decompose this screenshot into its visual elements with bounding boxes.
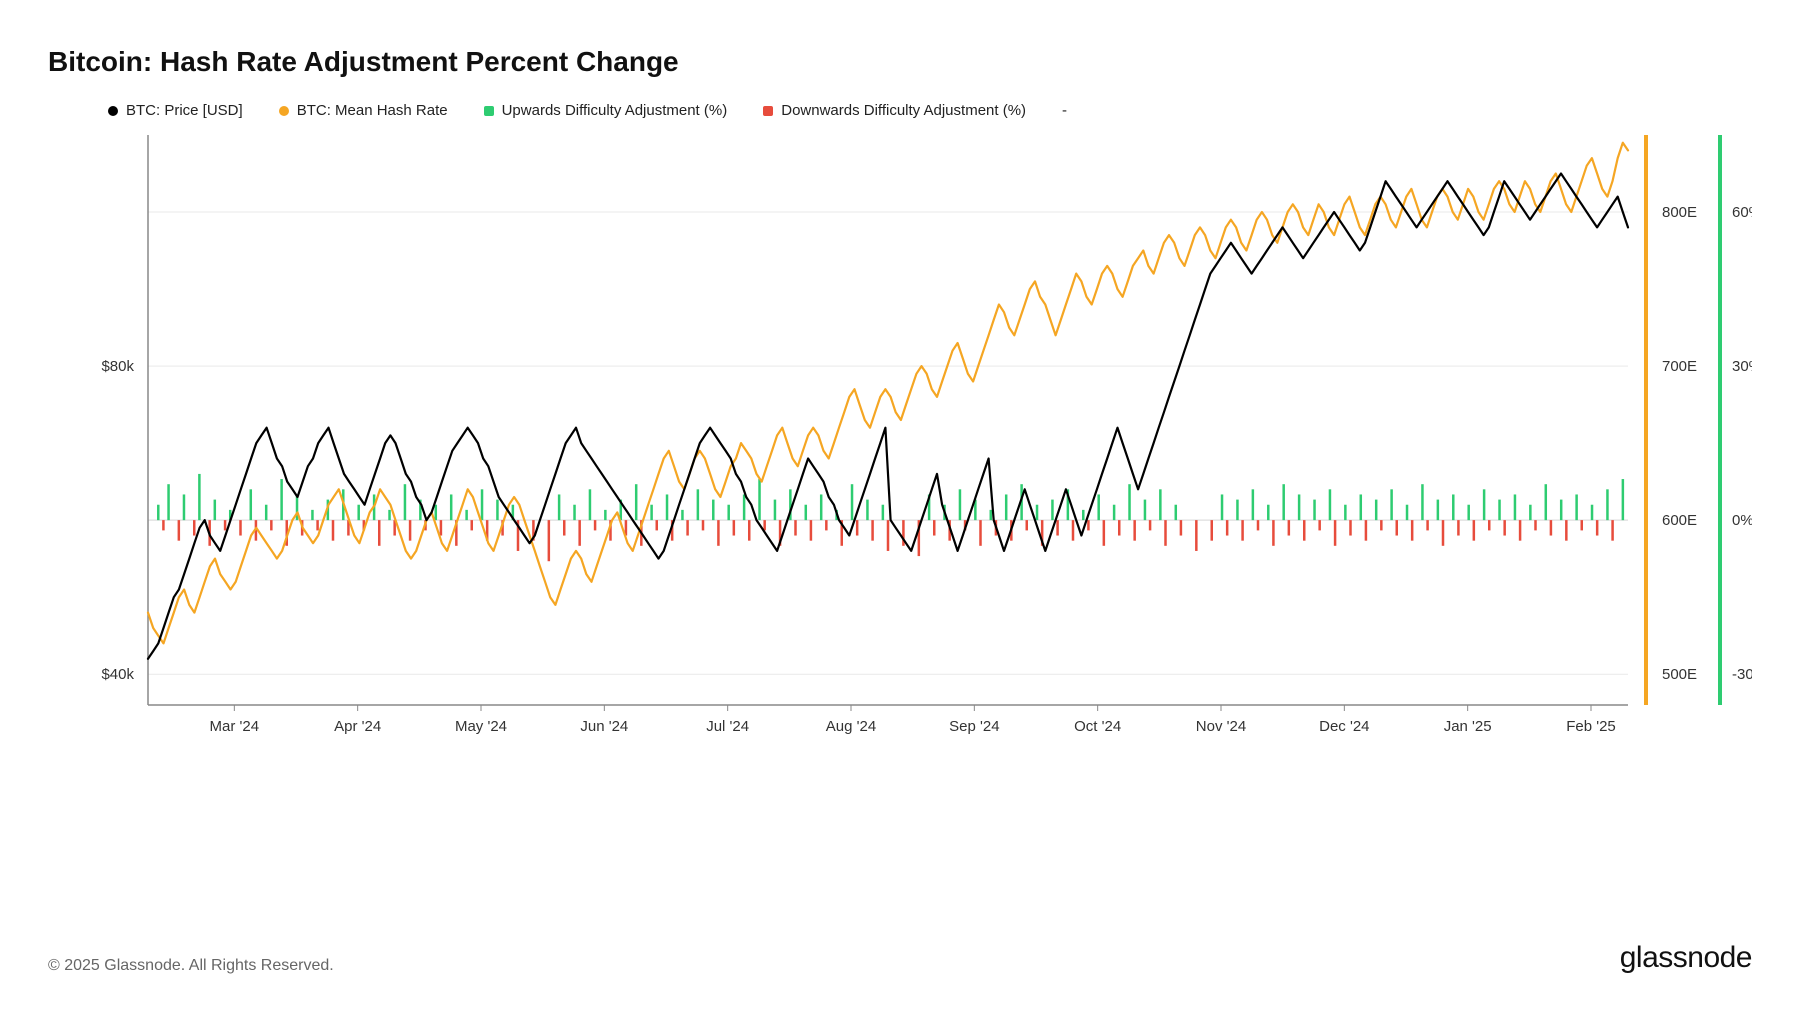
legend-swatch: [108, 106, 118, 116]
svg-text:Jan '25: Jan '25: [1444, 718, 1492, 735]
legend-label: BTC: Mean Hash Rate: [297, 102, 448, 119]
svg-text:60%: 60%: [1732, 204, 1752, 221]
svg-text:0%: 0%: [1732, 512, 1752, 529]
svg-text:Mar '24: Mar '24: [210, 718, 260, 735]
legend-item: BTC: Mean Hash Rate: [279, 102, 448, 119]
footer: © 2025 Glassnode. All Rights Reserved. g…: [48, 941, 1752, 975]
svg-text:600E: 600E: [1662, 512, 1697, 529]
svg-text:Jun '24: Jun '24: [580, 718, 628, 735]
svg-text:Nov '24: Nov '24: [1196, 718, 1246, 735]
legend-swatch: [279, 106, 289, 116]
legend-swatch: [763, 106, 773, 116]
svg-text:May '24: May '24: [455, 718, 507, 735]
page: Bitcoin: Hash Rate Adjustment Percent Ch…: [0, 0, 1800, 1013]
legend-item: BTC: Price [USD]: [108, 102, 243, 119]
legend-item: -: [1062, 102, 1067, 119]
svg-text:Dec '24: Dec '24: [1319, 718, 1369, 735]
legend-label: Downwards Difficulty Adjustment (%): [781, 102, 1026, 119]
svg-text:Jul '24: Jul '24: [706, 718, 749, 735]
chart-container: $40k $80k 500E 600E 700E 800E -30% 0% 30% 60% Mar …: [48, 125, 1752, 765]
legend: BTC: Price [USD] BTC: Mean Hash Rate Upwar…: [108, 102, 1752, 119]
svg-text:Oct '24: Oct '24: [1074, 718, 1121, 735]
legend-item: Downwards Difficulty Adjustment (%): [763, 102, 1026, 119]
svg-text:$80k: $80k: [101, 358, 134, 375]
svg-text:$40k: $40k: [101, 666, 134, 683]
svg-text:Aug '24: Aug '24: [826, 718, 876, 735]
svg-text:Sep '24: Sep '24: [949, 718, 999, 735]
svg-text:Apr '24: Apr '24: [334, 718, 381, 735]
legend-swatch: [484, 106, 494, 116]
svg-text:500E: 500E: [1662, 666, 1697, 683]
svg-text:700E: 700E: [1662, 358, 1697, 375]
chart-svg: $40k $80k 500E 600E 700E 800E -30% 0% 30% 60% Mar …: [48, 125, 1752, 765]
brand-logo: glassnode: [1620, 941, 1752, 975]
legend-label: BTC: Price [USD]: [126, 102, 243, 119]
legend-label: -: [1062, 102, 1067, 119]
svg-text:30%: 30%: [1732, 358, 1752, 375]
svg-text:800E: 800E: [1662, 204, 1697, 221]
legend-label: Upwards Difficulty Adjustment (%): [502, 102, 728, 119]
svg-text:-30%: -30%: [1732, 666, 1752, 683]
svg-text:Feb '25: Feb '25: [1566, 718, 1616, 735]
legend-item: Upwards Difficulty Adjustment (%): [484, 102, 728, 119]
copyright-text: © 2025 Glassnode. All Rights Reserved.: [48, 957, 334, 975]
chart-title: Bitcoin: Hash Rate Adjustment Percent Ch…: [48, 46, 1752, 78]
